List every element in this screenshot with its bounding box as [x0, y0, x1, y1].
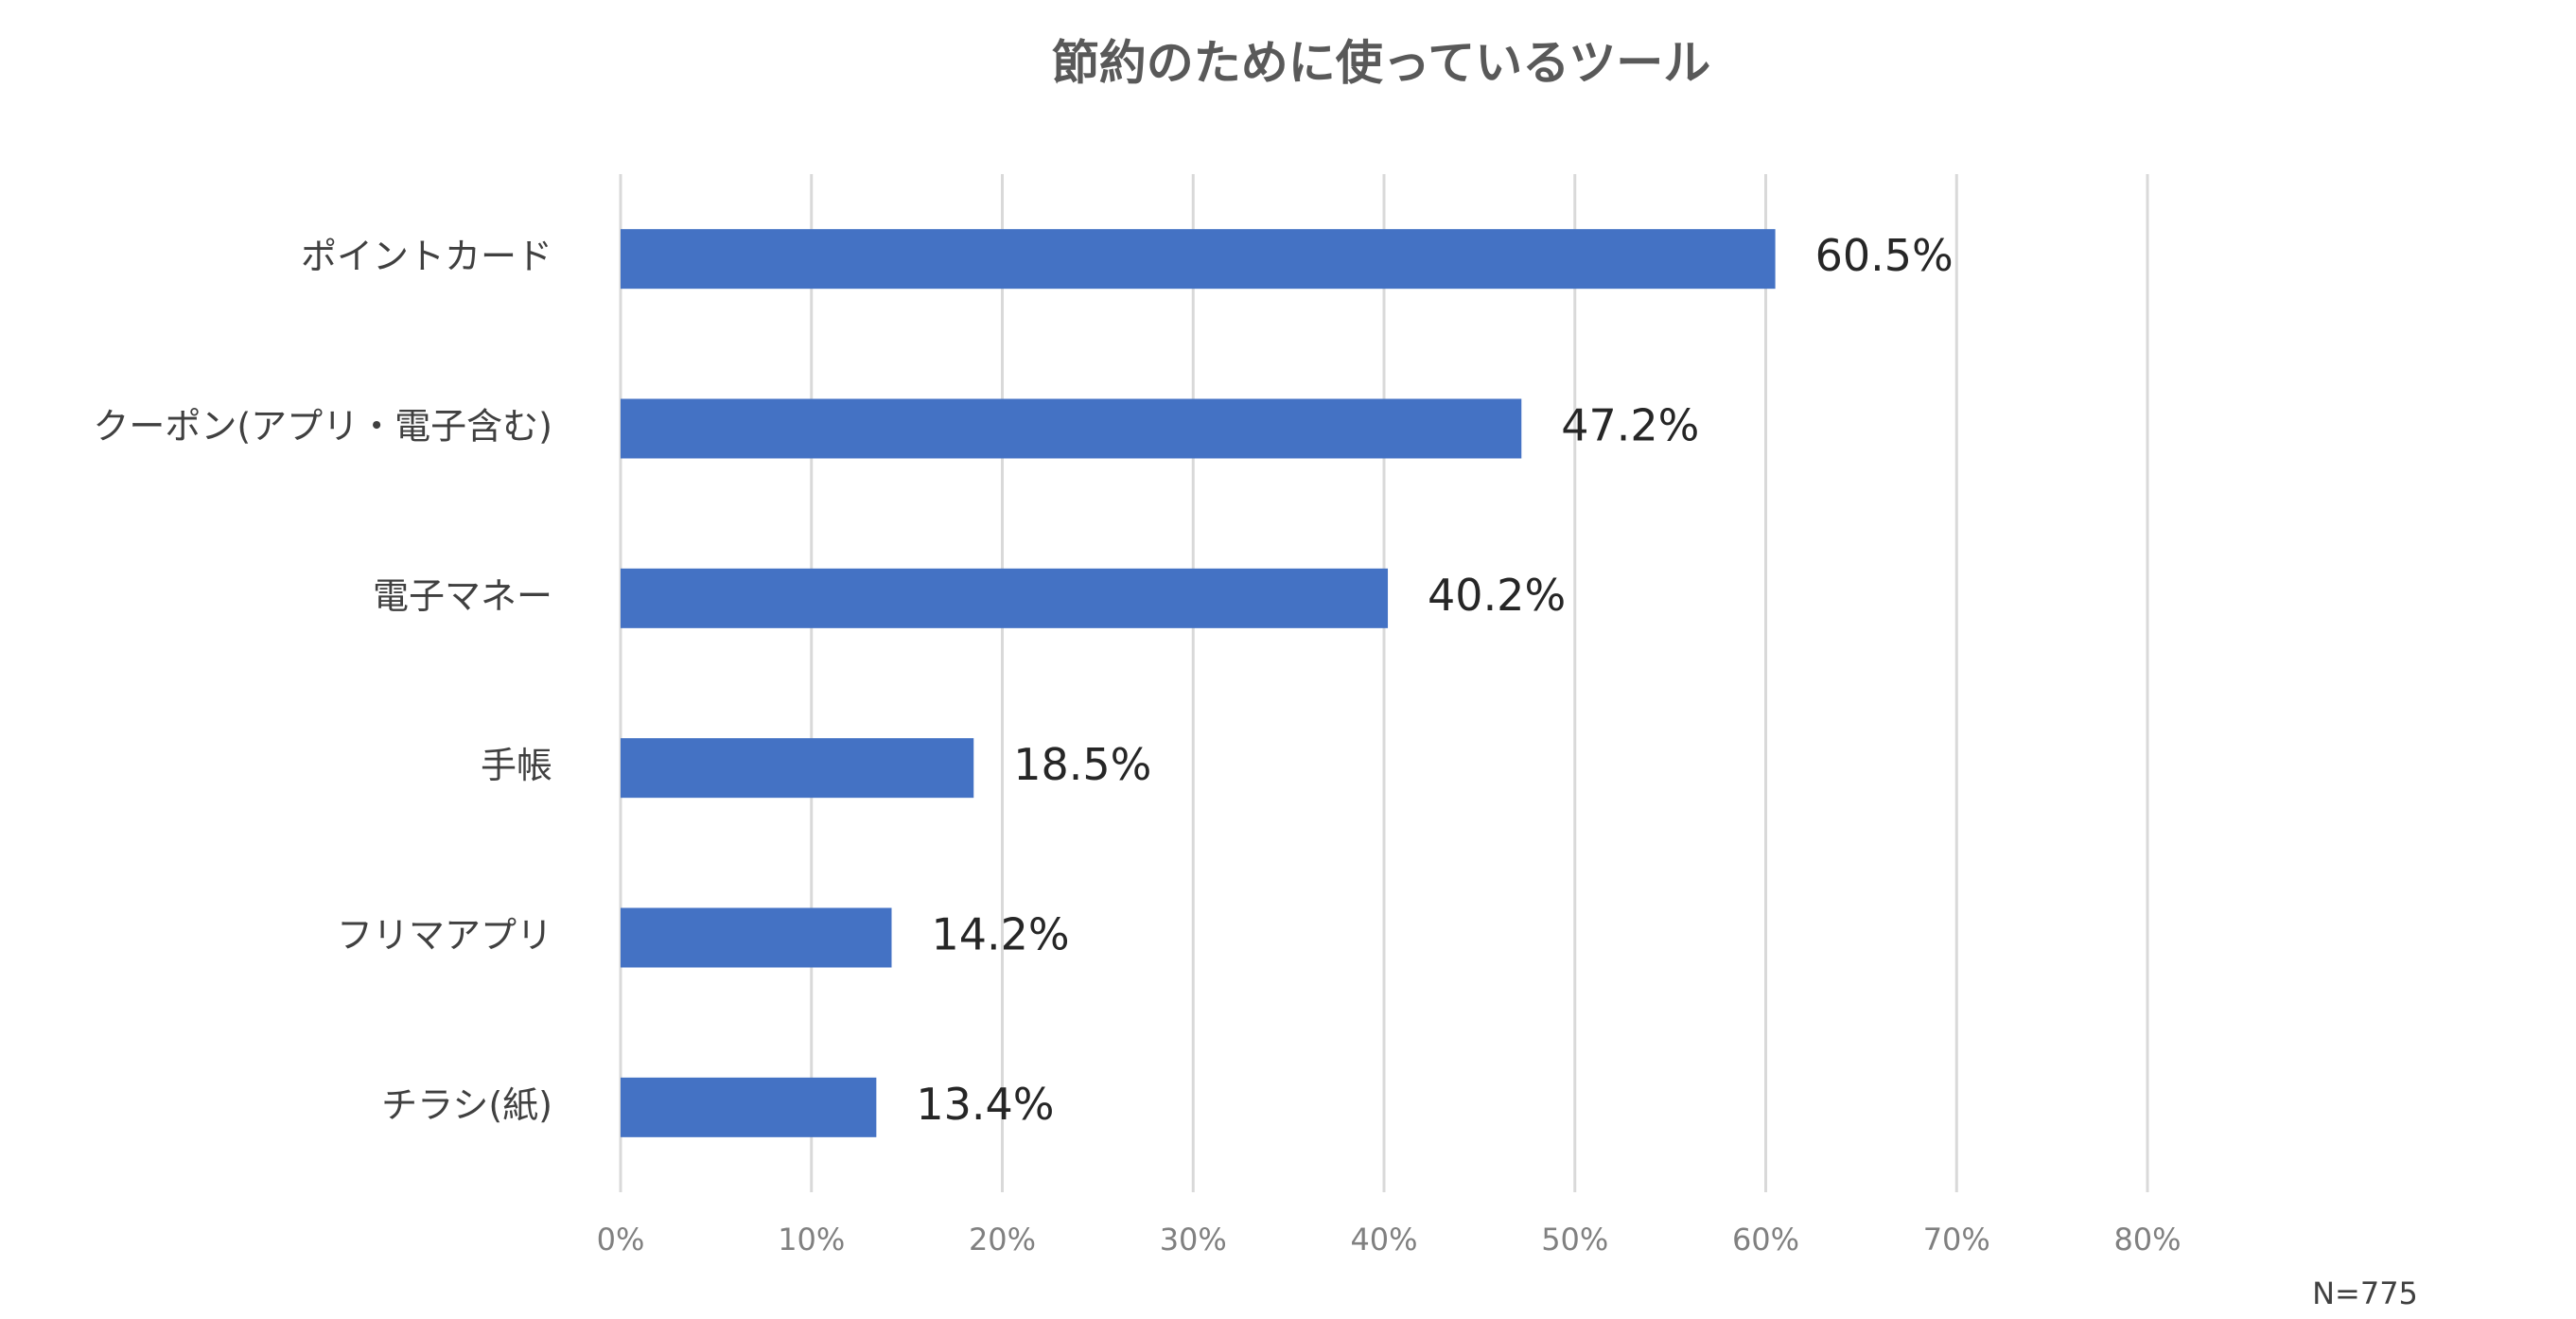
category-label: ポイントカード	[301, 236, 552, 277]
data-label: 40.2%	[1428, 570, 1566, 621]
data-label: 47.2%	[1561, 400, 1699, 451]
data-label: 18.5%	[1013, 739, 1151, 790]
bar	[621, 907, 892, 968]
x-tick-label: 70%	[1923, 1222, 1990, 1257]
bar	[621, 1077, 877, 1137]
sample-size-note: N=775	[2312, 1275, 2418, 1311]
bar	[621, 229, 1776, 290]
category-label: 電子マネー	[373, 575, 552, 617]
x-tick-label: 50%	[1541, 1222, 1608, 1257]
chart-title: 節約のために使っているツール	[1052, 36, 1711, 91]
category-label: クーポン(アプリ・電子含む)	[93, 406, 552, 448]
x-tick-label: 80%	[2113, 1222, 2181, 1257]
x-tick-label: 40%	[1350, 1222, 1417, 1257]
data-label: 14.2%	[931, 909, 1069, 960]
category-label: フリマアプリ	[337, 915, 552, 957]
x-tick-label: 30%	[1160, 1222, 1227, 1257]
x-tick-label: 20%	[969, 1222, 1036, 1257]
bar	[621, 738, 974, 799]
x-tick-label: 60%	[1732, 1222, 1799, 1257]
category-label: チラシ(紙)	[381, 1084, 552, 1126]
x-tick-label: 0%	[597, 1222, 645, 1257]
bar	[621, 568, 1389, 628]
data-label: 60.5%	[1815, 230, 1954, 281]
bar	[621, 398, 1522, 459]
x-tick-label: 10%	[778, 1222, 845, 1257]
category-label: 手帳	[481, 745, 552, 786]
data-label: 13.4%	[916, 1079, 1054, 1130]
